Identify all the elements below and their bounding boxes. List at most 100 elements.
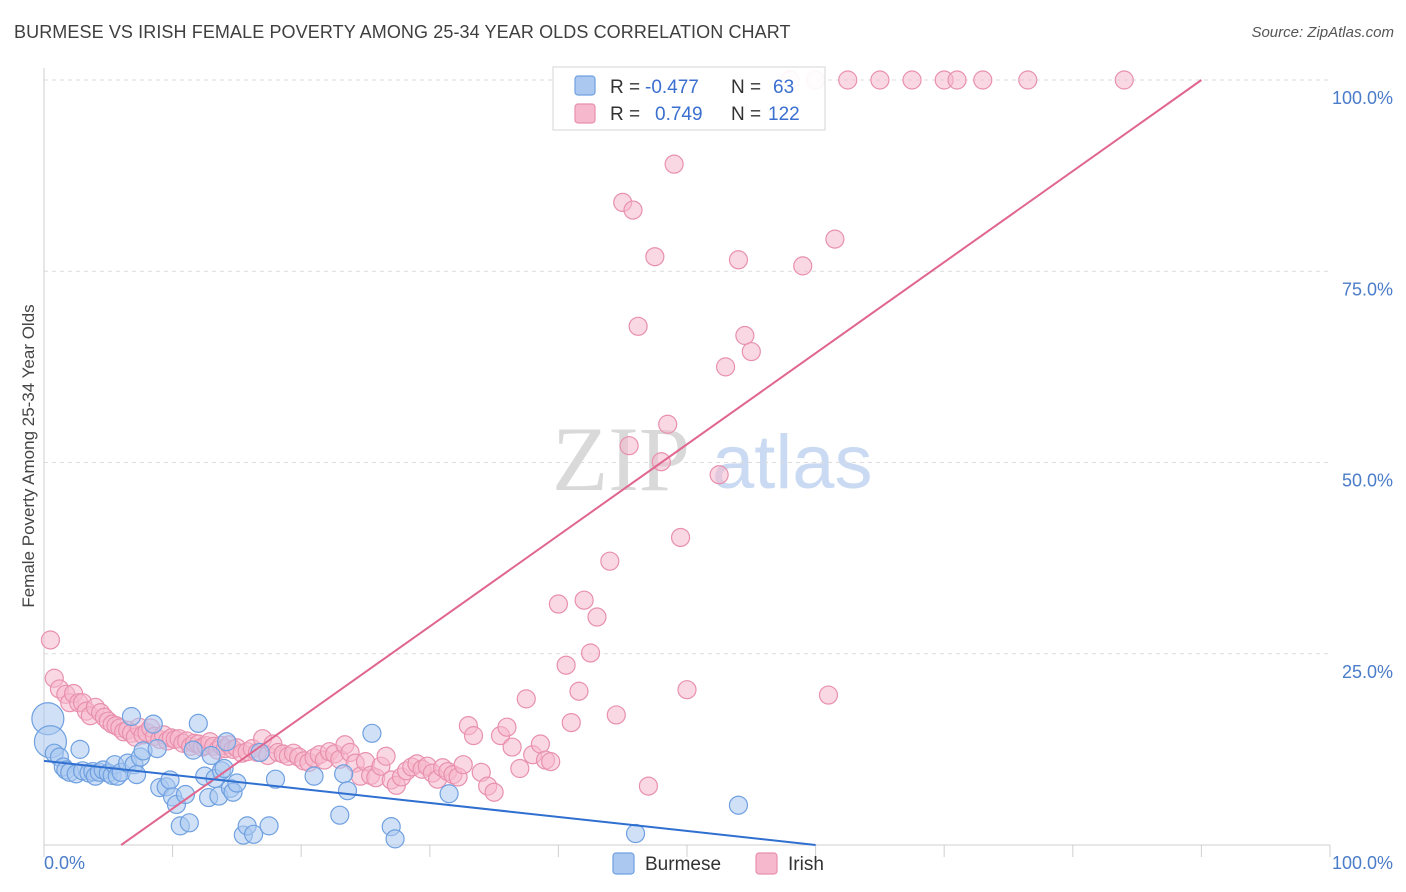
irish-point — [715, 357, 736, 377]
burmese-point — [143, 714, 163, 734]
burmese-point — [728, 795, 749, 815]
irish-point — [606, 705, 626, 725]
irish-point — [541, 752, 561, 772]
irish-point — [556, 655, 576, 675]
burmese-point — [183, 740, 203, 760]
irish-point — [728, 250, 749, 270]
irish-point — [561, 712, 581, 733]
burmese-point — [126, 765, 147, 785]
irish-point — [376, 746, 396, 766]
burmese-point — [217, 732, 237, 752]
stats-legend-box — [552, 66, 826, 131]
burmese-trend-line — [43, 759, 816, 846]
x-tick-label-0: 0.0% — [44, 853, 85, 873]
chart-title: BURMESE VS IRISH FEMALE POVERTY AMONG 25… — [14, 22, 791, 42]
burmese-point — [265, 769, 286, 789]
irish-r-label: R = — [610, 104, 640, 125]
burmese-swatch — [574, 75, 596, 96]
burmese-point — [334, 764, 354, 784]
burmese-r-label: R = — [610, 77, 640, 98]
y-tick-label-100: 100.0% — [1332, 88, 1393, 108]
y-tick-labels: 25.0% 50.0% 75.0% 100.0% — [1332, 88, 1393, 682]
burmese-point — [201, 745, 221, 766]
burmese-points — [31, 702, 749, 849]
irish-point — [825, 229, 845, 249]
irish-point — [677, 680, 697, 700]
burmese-n-label: N = — [731, 77, 761, 98]
irish-point — [40, 630, 61, 650]
irish-legend-swatch — [755, 852, 778, 875]
burmese-point — [337, 781, 358, 801]
irish-r-value: 0.749 — [655, 104, 703, 125]
irish-point — [510, 758, 530, 779]
irish-point — [838, 70, 858, 90]
irish-point — [619, 436, 639, 456]
x-axis-ticks — [43, 845, 1331, 857]
irish-point — [580, 643, 601, 663]
irish-point — [587, 607, 607, 627]
burmese-point — [625, 823, 646, 844]
irish-trend-line — [120, 79, 1202, 846]
burmese-point — [70, 739, 90, 759]
irish-point — [670, 527, 691, 548]
irish-n-label: N = — [731, 104, 761, 125]
irish-point — [574, 590, 594, 610]
y-tick-label-25: 25.0% — [1342, 662, 1393, 682]
irish-point — [645, 247, 665, 267]
burmese-point — [362, 723, 382, 743]
irish-point — [902, 70, 922, 90]
irish-point — [1018, 70, 1038, 90]
burmese-legend-swatch — [612, 852, 635, 875]
irish-point — [658, 414, 678, 434]
burmese-point — [330, 805, 350, 825]
x-tick-label-100: 100.0% — [1332, 853, 1393, 873]
irish-point — [502, 737, 522, 757]
burmese-point — [121, 706, 142, 727]
irish-point — [664, 154, 684, 174]
burmese-point — [188, 713, 208, 733]
burmese-point — [175, 784, 196, 805]
burmese-r-value: -0.477 — [645, 77, 699, 98]
irish-point — [709, 465, 729, 485]
irish-point — [735, 325, 755, 346]
watermark-atlas: atlas — [712, 420, 873, 505]
irish-point — [1114, 70, 1134, 90]
gridlines — [44, 79, 1330, 655]
burmese-n-value: 63 — [773, 77, 794, 98]
burmese-point — [244, 824, 264, 844]
irish-point — [497, 717, 517, 737]
burmese-point — [179, 813, 199, 833]
y-axis-title: Female Poverty Among 25-34 Year Olds — [19, 304, 38, 607]
irish-point — [484, 782, 504, 802]
stats-legend: R = -0.477 N = 63 R = 0.749 N = 122 — [552, 66, 826, 131]
irish-point — [530, 734, 550, 754]
irish-point — [870, 70, 890, 90]
y-tick-label-50: 50.0% — [1342, 471, 1393, 491]
irish-point — [548, 594, 569, 614]
irish-point — [453, 755, 473, 775]
burmese-point — [214, 758, 234, 779]
burmese-point — [385, 829, 405, 849]
burmese-legend-label: Burmese — [645, 854, 721, 875]
irish-point — [463, 726, 484, 746]
irish-point — [973, 70, 993, 90]
irish-n-value: 122 — [768, 104, 800, 125]
series-legend: Burmese Irish — [612, 852, 824, 875]
irish-point — [600, 551, 620, 571]
irish-legend-label: Irish — [788, 854, 824, 875]
irish-point — [628, 316, 648, 336]
irish-point — [793, 256, 813, 276]
irish-point — [818, 685, 839, 705]
irish-point — [569, 681, 589, 701]
burmese-point — [259, 816, 279, 836]
irish-point — [741, 341, 761, 362]
irish-point — [623, 200, 643, 220]
burmese-point — [439, 784, 459, 804]
irish-point — [516, 689, 536, 709]
irish-swatch — [574, 103, 596, 124]
irish-point — [947, 70, 967, 90]
burmese-point — [147, 739, 167, 759]
source-label: Source: ZipAtlas.com — [1251, 24, 1394, 41]
y-tick-label-75: 75.0% — [1342, 279, 1393, 299]
